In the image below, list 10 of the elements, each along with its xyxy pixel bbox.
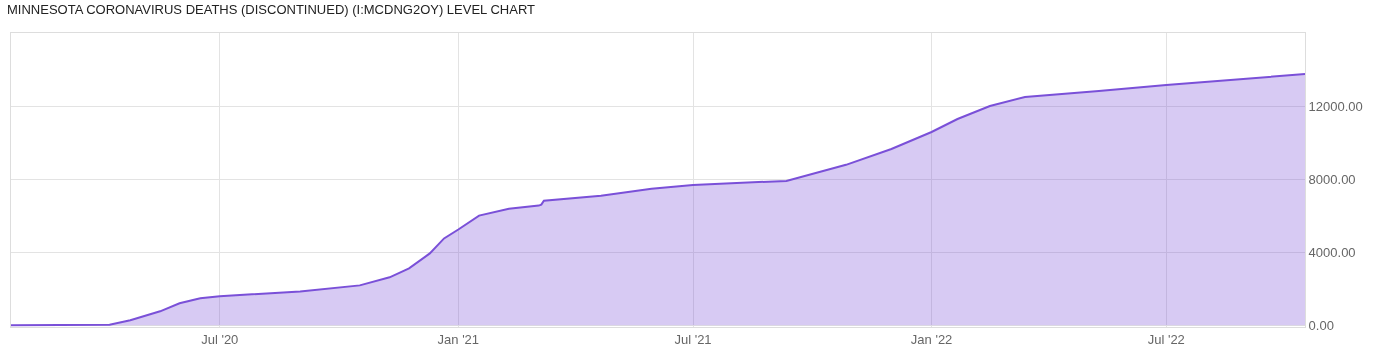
y-tick-label: 12000.00 [1308,98,1363,114]
x-tick-label: Jul '22 [1147,331,1185,347]
y-tick-label: 8000.00 [1308,171,1356,187]
x-tick-label: Jan '22 [910,331,953,347]
y-tick-label: 4000.00 [1308,244,1356,260]
x-tick-label: Jul '20 [201,331,239,347]
y-tick-label: 0.00 [1308,317,1334,333]
x-tick-label: Jan '21 [437,331,480,347]
chart-title: MINNESOTA CORONAVIRUS DEATHS (DISCONTINUED) (I:MCDNG2OY) LEVEL CHART [7,2,536,18]
x-tick-label: Jul '21 [674,331,712,347]
